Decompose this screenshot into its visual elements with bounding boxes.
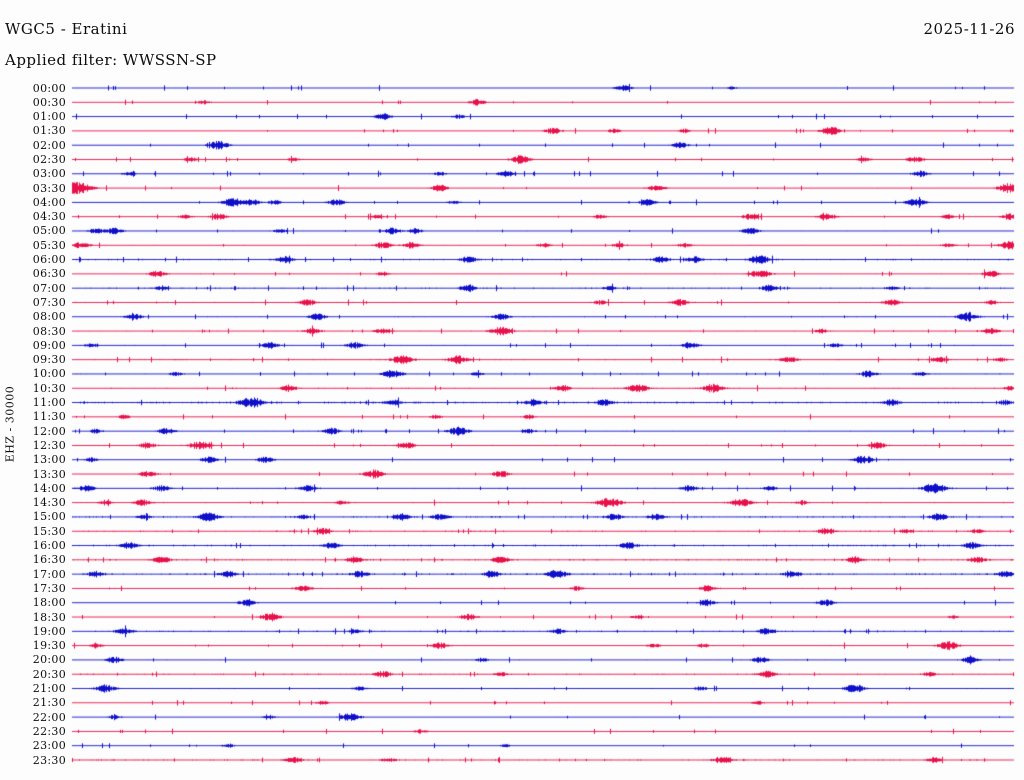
trace-time-label: 13:30	[32, 467, 66, 481]
filter-label: Applied filter: WWSSN-SP	[5, 51, 217, 69]
trace-time-label: 03:00	[32, 167, 66, 181]
trace-time-label: 19:30	[32, 639, 66, 653]
station-title: WGC5 - Eratini	[5, 20, 128, 38]
date-label: 2025-11-26	[923, 20, 1015, 38]
trace-time-label: 16:00	[32, 539, 66, 553]
trace-time-label: 14:30	[32, 496, 66, 510]
trace-time-label: 01:30	[32, 124, 66, 138]
trace-time-label: 13:00	[32, 453, 66, 467]
trace-time-label: 20:30	[32, 667, 66, 681]
trace-time-label: 14:00	[32, 481, 66, 495]
trace-time-label: 22:30	[32, 724, 66, 738]
trace-time-label: 19:00	[32, 624, 66, 638]
trace-time-label: 21:00	[32, 682, 66, 695]
trace-time-label: 09:00	[32, 338, 66, 352]
trace-time-label: 23:00	[32, 739, 66, 753]
trace-time-label: 05:30	[32, 238, 66, 252]
trace-time-label: 09:30	[32, 353, 66, 367]
trace-time-label: 07:30	[32, 295, 66, 309]
trace-time-label: 11:30	[32, 410, 66, 424]
trace-time-label: 15:00	[32, 510, 66, 524]
trace-time-label: 06:00	[32, 253, 66, 267]
trace-time-label: 12:30	[32, 438, 66, 452]
trace-time-label: 02:00	[32, 138, 66, 152]
trace-time-label: 05:00	[32, 224, 66, 238]
trace-time-label: 06:30	[32, 267, 66, 281]
trace-time-label: 17:30	[32, 581, 66, 595]
trace-time-label: 23:30	[32, 753, 66, 767]
trace-time-label: 17:00	[32, 567, 66, 581]
trace-time-label: 04:30	[32, 210, 66, 224]
trace-time-label: 03:30	[32, 181, 66, 195]
trace-time-label: 20:00	[32, 653, 66, 667]
trace-time-label: 02:30	[32, 152, 66, 166]
trace-time-label: 18:00	[32, 596, 66, 610]
trace-time-label: 08:30	[32, 324, 66, 338]
trace-time-label: 16:30	[32, 553, 66, 567]
trace-time-label: 22:00	[32, 710, 66, 724]
trace-time-label: 18:30	[32, 610, 66, 624]
trace-time-label: 11:00	[32, 396, 66, 410]
trace-time-label: 00:30	[32, 95, 66, 109]
trace-time-label: 21:30	[32, 696, 66, 710]
trace-time-label: 07:00	[32, 281, 66, 295]
trace-time-label: 12:00	[32, 424, 66, 438]
trace-time-label: 00:00	[32, 81, 66, 95]
trace-time-label: 15:30	[32, 524, 66, 538]
trace-time-label: 04:00	[32, 195, 66, 209]
trace-time-label: 08:00	[32, 310, 66, 324]
trace-time-label: 10:30	[32, 381, 66, 395]
trace-time-label: 10:00	[32, 367, 66, 381]
trace-time-label: 01:00	[32, 110, 66, 124]
